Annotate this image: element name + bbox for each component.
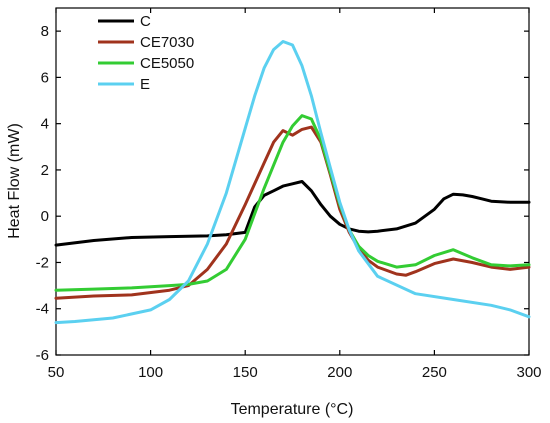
legend: C CE7030 CE5050 E [98,13,194,93]
y-tick-label: 4 [41,116,49,133]
series-line-ce7030 [54,125,531,300]
x-tick-label: 50 [48,364,65,381]
legend-label-ce5050: CE5050 [140,55,194,72]
y-tick-label: 0 [41,208,49,225]
x-tick-label: 100 [138,364,163,381]
x-tick-label: 200 [327,364,352,381]
y-tick-label: 6 [41,69,49,86]
x-tick-label: 250 [422,364,447,381]
axis-tick-labels: 50 100 150 200 250 300 -6 -4 -2 0 2 4 6 8 [36,23,542,381]
legend-label-e: E [140,76,150,93]
y-tick-label: -6 [36,347,49,364]
y-tick-label: -2 [36,254,49,271]
plot-frame [55,7,530,356]
series-line-c [54,180,531,247]
x-axis-title: Temperature (°C) [231,401,354,418]
legend-label-c: C [140,13,151,30]
y-axis-title: Heat Flow (mW) [6,123,23,239]
x-tick-label: 150 [233,364,258,381]
legend-label-ce7030: CE7030 [140,34,194,51]
x-tick-label: 300 [516,364,541,381]
y-tick-label: -4 [36,301,49,318]
axis-ticks [55,8,530,356]
series-line-ce5050 [54,114,531,292]
series-line-e [54,40,531,325]
y-tick-label: 8 [41,23,49,40]
series-layer [54,40,531,325]
y-tick-label: 2 [41,162,49,179]
